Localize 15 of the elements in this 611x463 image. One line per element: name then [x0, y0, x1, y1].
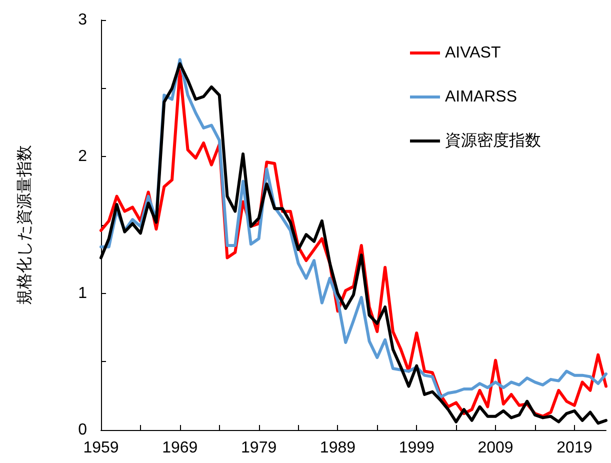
legend-label: AIMARSS	[445, 88, 518, 106]
y-axis-title: 規格化した資源量指数	[16, 145, 34, 305]
y-tick-label: 2	[78, 148, 88, 166]
legend-label: 資源密度指数	[445, 132, 541, 150]
legend-label: AIVAST	[445, 44, 501, 62]
y-tick-label: 3	[78, 12, 88, 28]
x-tick-label: 2019	[556, 440, 592, 456]
x-tick-label: 1969	[162, 440, 198, 456]
x-tick-label: 1959	[83, 440, 119, 456]
y-tick-label: 0	[78, 422, 88, 438]
x-tick-label: 1999	[398, 440, 435, 456]
x-tick-label: 1979	[241, 440, 277, 456]
x-tick-label: 1989	[320, 440, 356, 456]
x-tick-label: 2009	[478, 440, 514, 456]
y-tick-label: 1	[78, 284, 88, 302]
